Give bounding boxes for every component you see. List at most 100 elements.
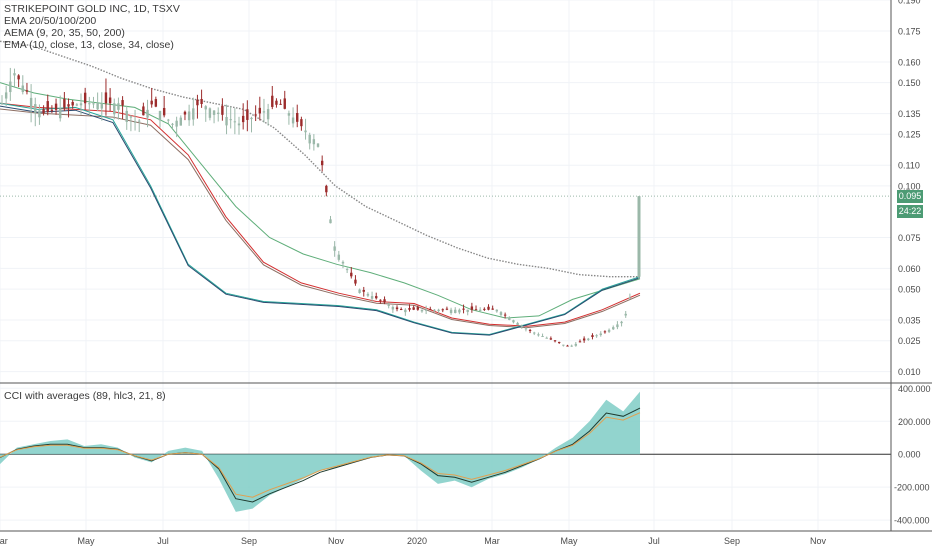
legend-aema[interactable]: AEMA (9, 20, 35, 50, 200) <box>4 27 125 39</box>
candle-body <box>187 111 191 121</box>
candle-body <box>512 320 515 323</box>
candle-body <box>362 289 365 292</box>
candle-body <box>167 119 170 121</box>
cci-tick-label: 200.000 <box>898 417 931 427</box>
candle-body <box>337 254 341 260</box>
candle-body <box>121 100 124 106</box>
candle-body <box>312 139 316 145</box>
candle-body <box>599 333 602 336</box>
candle-body <box>179 117 183 126</box>
candle-body <box>67 104 70 107</box>
time-tick-label: Sep <box>724 536 740 546</box>
candle-body <box>241 115 245 123</box>
cci-area <box>0 391 640 512</box>
candle-body <box>395 307 399 310</box>
time-tick-label: 2020 <box>407 536 427 546</box>
candle-body <box>516 322 519 326</box>
candle-body <box>358 289 361 293</box>
time-tick-label: Mar <box>0 536 8 546</box>
candle-body <box>34 104 37 113</box>
candle-body <box>296 113 299 122</box>
series-layer <box>0 40 891 512</box>
candle-body <box>204 106 207 110</box>
legend-ema-ribbon[interactable]: EMA 20/50/100/200 <box>4 15 97 27</box>
candle-body <box>537 334 540 336</box>
candle-body <box>92 103 95 105</box>
legend-title[interactable]: STRIKEPOINT GOLD INC, 1D, TSXV <box>4 3 180 15</box>
candle-body <box>258 107 262 114</box>
candle-body <box>478 309 482 311</box>
ema-20-line <box>0 102 641 336</box>
time-tick-label: Mar <box>484 536 500 546</box>
candle-body <box>29 97 33 109</box>
candle-body <box>42 109 45 114</box>
candle-body <box>100 103 103 109</box>
candle-body <box>333 246 336 251</box>
candle-body <box>25 90 29 92</box>
candle-body <box>387 304 390 306</box>
price-tick-label: 0.135 <box>898 109 921 119</box>
candle-body <box>412 307 415 310</box>
candle-body <box>458 309 461 313</box>
last-price-tag: 0.095 <box>897 190 923 203</box>
cci-average-line <box>0 407 641 503</box>
candle-body <box>370 296 374 299</box>
cci-legend: CCI with averages (89, hlc3, 21, 8) <box>4 390 166 402</box>
time-tick-label: Jul <box>157 536 169 546</box>
candle-body <box>271 95 274 107</box>
candle-body <box>279 103 282 105</box>
candle-body <box>208 108 212 118</box>
candle-body <box>108 97 112 104</box>
candle-body <box>54 103 58 110</box>
candle-body <box>38 110 41 118</box>
ema-9-line <box>0 105 641 336</box>
candle-body <box>566 345 569 347</box>
candle-body <box>154 99 158 107</box>
ema-100-line <box>0 82 641 319</box>
candle-body <box>304 130 307 133</box>
candle-body <box>391 306 395 310</box>
price-tick-label: 0.075 <box>898 233 921 243</box>
candle-body <box>113 103 116 115</box>
candle-body <box>503 314 507 316</box>
price-tick-label: 0.100 <box>898 181 921 191</box>
candle-body <box>545 337 548 339</box>
legend-ema-close[interactable]: EMA (10, close, 13, close, 34, close) <box>4 39 174 51</box>
candle-body <box>250 117 253 120</box>
candle-body <box>582 338 586 341</box>
price-tick-label: 0.150 <box>898 78 921 88</box>
candle-body <box>474 309 478 311</box>
candle-body <box>316 143 320 147</box>
candle-body <box>404 309 407 313</box>
candle-body <box>325 185 328 193</box>
candle-body <box>262 111 266 113</box>
candle-body <box>275 100 278 105</box>
candle-body <box>620 321 623 324</box>
legend-cci[interactable]: CCI with averages (89, hlc3, 21, 8) <box>4 390 166 402</box>
candle-body <box>366 293 370 296</box>
candle-body-last <box>637 196 641 277</box>
price-tick-label: 0.110 <box>898 161 920 171</box>
candle-body <box>308 134 311 144</box>
candle-body <box>549 338 553 340</box>
candle-body <box>533 332 536 334</box>
candle-body <box>628 297 632 299</box>
candle-body <box>375 296 378 299</box>
candle-body <box>221 105 224 115</box>
candle-body <box>528 329 532 331</box>
candle-body <box>50 109 54 111</box>
countdown-tag: 24:22 <box>897 205 923 218</box>
candle-body <box>46 101 49 112</box>
candle-body <box>591 335 594 337</box>
candle-body <box>553 340 557 342</box>
grid-layer <box>0 0 891 530</box>
candle-body <box>17 75 20 80</box>
candle-body <box>499 312 503 315</box>
candle-body <box>470 306 474 310</box>
candle-body <box>612 327 615 330</box>
candle-body <box>483 308 486 310</box>
candle-body <box>320 160 324 166</box>
candle-body <box>379 299 382 301</box>
